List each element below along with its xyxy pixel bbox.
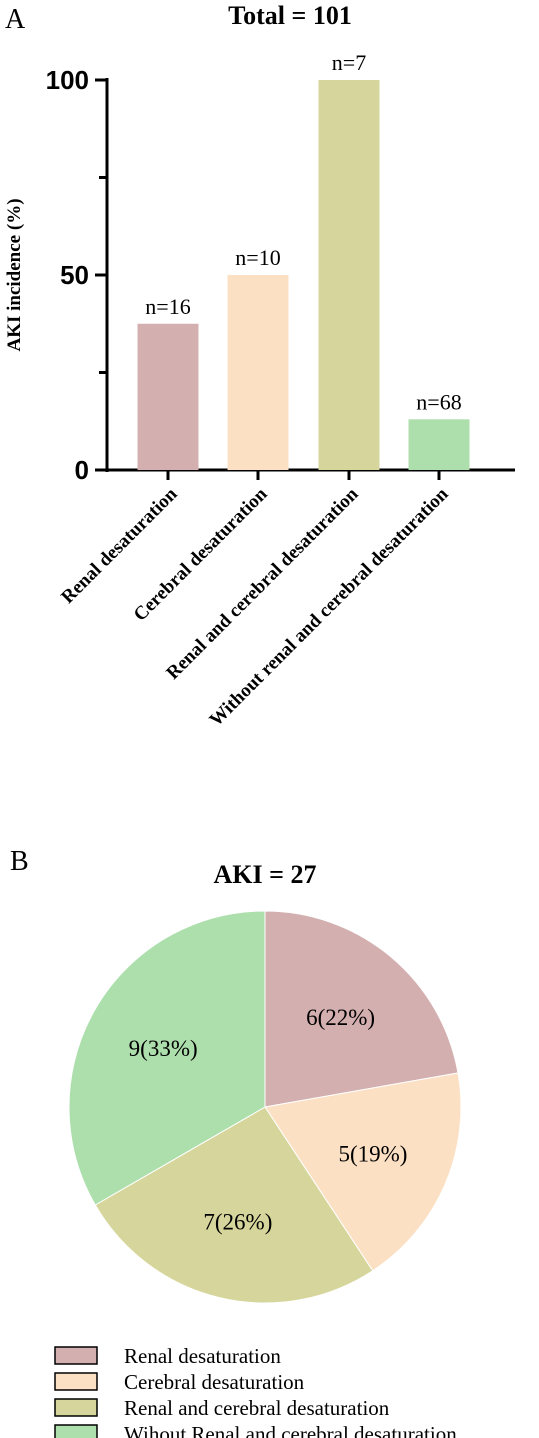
legend-swatch [54,1424,98,1438]
y-tick-label: 50 [60,260,89,290]
y-tick-label: 0 [75,455,89,485]
pie-slice-label: 7(26%) [203,1209,272,1234]
legend-label: Renal and cerebral desaturation [124,1396,390,1420]
y-axis-label: AKI incidence (%) [4,198,25,351]
x-category-label: Renal and cerebral desaturation [162,483,362,683]
legend-label: Wihout Renal and cerebral desaturation [124,1422,457,1438]
pie-slice [264,910,459,1108]
bar-data-label: n=7 [332,50,366,75]
bar [318,80,380,470]
bar [137,323,199,470]
pie-slice-label: 9(33%) [129,1036,198,1061]
legend-label: Cerebral desaturation [124,1370,305,1394]
y-tick-label: 100 [46,65,89,95]
bar-chart-title: Total = 101 [228,1,352,30]
legend-swatch [54,1398,98,1417]
pie-slice [94,1106,374,1304]
pie-plot-area: 6(22%) 5(19%) 7(26%) 9(33%) [68,910,462,1304]
bar-data-label: n=68 [416,389,461,414]
panel-a-label: A [5,4,26,35]
legend-swatch [54,1346,98,1365]
legend-swatch [54,1372,98,1391]
bar [408,419,470,470]
legend-label: Renal desaturation [124,1344,281,1368]
bar-data-label: n=10 [235,245,280,270]
pie-slice [264,1072,462,1272]
pie-slice-label: 5(19%) [338,1142,407,1167]
pie-slice [68,910,266,1206]
bar [227,275,289,470]
panel-b-label: B [10,846,29,877]
pie-chart-title: AKI = 27 [214,860,317,889]
bar-data-label: n=16 [145,294,190,319]
pie-slice-label: 6(22%) [306,1005,375,1030]
